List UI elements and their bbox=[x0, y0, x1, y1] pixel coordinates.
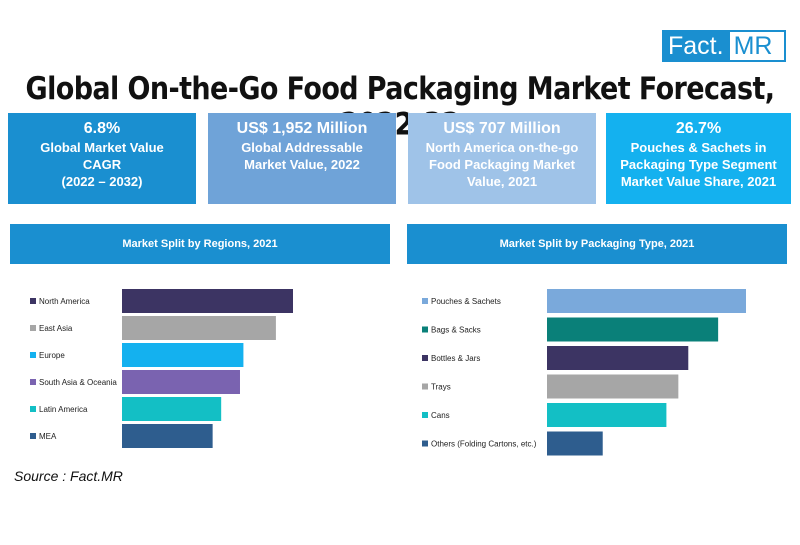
bar bbox=[547, 374, 679, 399]
legend-swatch bbox=[422, 298, 428, 304]
packaging-bar-chart: Pouches & Sachets Bags & Sacks Bottles & J… bbox=[422, 289, 746, 456]
kpi-card: 26.7% Pouches & Sachets in Packaging Type … bbox=[606, 113, 791, 204]
logo-text-left: Fact. bbox=[662, 30, 728, 62]
regions-panel-header: Market Split by Regions, 2021 bbox=[10, 224, 390, 264]
legend-swatch bbox=[30, 325, 36, 331]
category-label: South Asia & Oceania bbox=[39, 378, 117, 387]
packaging-panel-header: Market Split by Packaging Type, 2021 bbox=[407, 224, 787, 264]
legend-swatch bbox=[422, 326, 428, 333]
category-label: Trays bbox=[431, 383, 451, 392]
legend-swatch bbox=[30, 406, 36, 412]
kpi-caption-line: Market Value, 2022 bbox=[244, 157, 360, 172]
legend-swatch bbox=[30, 433, 36, 439]
bar bbox=[547, 289, 746, 313]
category-label: Bottles & Jars bbox=[431, 354, 480, 363]
category-label: North America bbox=[39, 297, 90, 306]
legend-swatch bbox=[30, 352, 36, 358]
kpi-value: 26.7% bbox=[675, 120, 722, 137]
legend-swatch bbox=[30, 298, 36, 304]
category-label: Bags & Sacks bbox=[431, 326, 481, 335]
category-label: Cans bbox=[431, 411, 450, 420]
bar bbox=[122, 424, 213, 448]
bar bbox=[122, 289, 293, 313]
category-label: Latin America bbox=[39, 405, 88, 414]
kpi-caption-line: Packaging Type Segment bbox=[620, 157, 777, 172]
legend-swatch bbox=[422, 440, 428, 447]
legend-swatch bbox=[422, 383, 428, 390]
kpi-caption-line: Value, 2021 bbox=[466, 174, 538, 189]
kpi-value: 6.8% bbox=[83, 120, 121, 137]
kpi-caption-line: Pouches & Sachets in bbox=[630, 140, 767, 155]
kpi-caption-line: CAGR bbox=[82, 157, 122, 172]
kpi-caption-line: Global Market Value bbox=[40, 140, 164, 155]
kpi-caption-line: North America on-the-go bbox=[425, 140, 579, 155]
bar bbox=[547, 346, 689, 370]
category-label: Others (Folding Cartons, etc.) bbox=[431, 440, 537, 449]
bar bbox=[122, 397, 222, 421]
category-label: East Asia bbox=[39, 324, 73, 333]
kpi-caption-line: (2022 – 2032) bbox=[61, 174, 143, 189]
legend-swatch bbox=[422, 412, 428, 418]
kpi-card: US$ 1,952 Million Global Addressable Marke… bbox=[208, 113, 396, 204]
legend-swatch bbox=[422, 355, 428, 361]
kpi-caption-line: Food Packaging Market bbox=[429, 157, 575, 172]
category-label: Pouches & Sachets bbox=[431, 297, 501, 306]
legend-swatch bbox=[30, 379, 36, 385]
bar bbox=[122, 343, 244, 367]
category-label: Europe bbox=[39, 351, 65, 360]
kpi-caption-line: Global Addressable bbox=[241, 140, 363, 155]
factmr-logo: Fact. MR bbox=[662, 30, 786, 62]
bar bbox=[547, 317, 719, 342]
bar bbox=[122, 370, 240, 394]
bar bbox=[547, 403, 667, 427]
bar bbox=[547, 431, 603, 456]
kpi-card: US$ 707 Million North America on-the-go Fo… bbox=[408, 113, 596, 204]
kpi-value: US$ 707 Million bbox=[443, 120, 561, 137]
kpi-card: 6.8% Global Market Value CAGR (2022 – 2032) bbox=[8, 113, 196, 204]
category-label: MEA bbox=[39, 432, 57, 441]
bar bbox=[122, 316, 276, 340]
source-note: Source : Fact.MR bbox=[14, 468, 123, 484]
kpi-value: US$ 1,952 Million bbox=[236, 120, 368, 137]
logo-text-right: MR bbox=[727, 30, 786, 62]
regions-bar-chart: North America East Asia Europe South Asia &… bbox=[30, 289, 293, 448]
kpi-caption-line: Market Value Share, 2021 bbox=[620, 174, 777, 189]
